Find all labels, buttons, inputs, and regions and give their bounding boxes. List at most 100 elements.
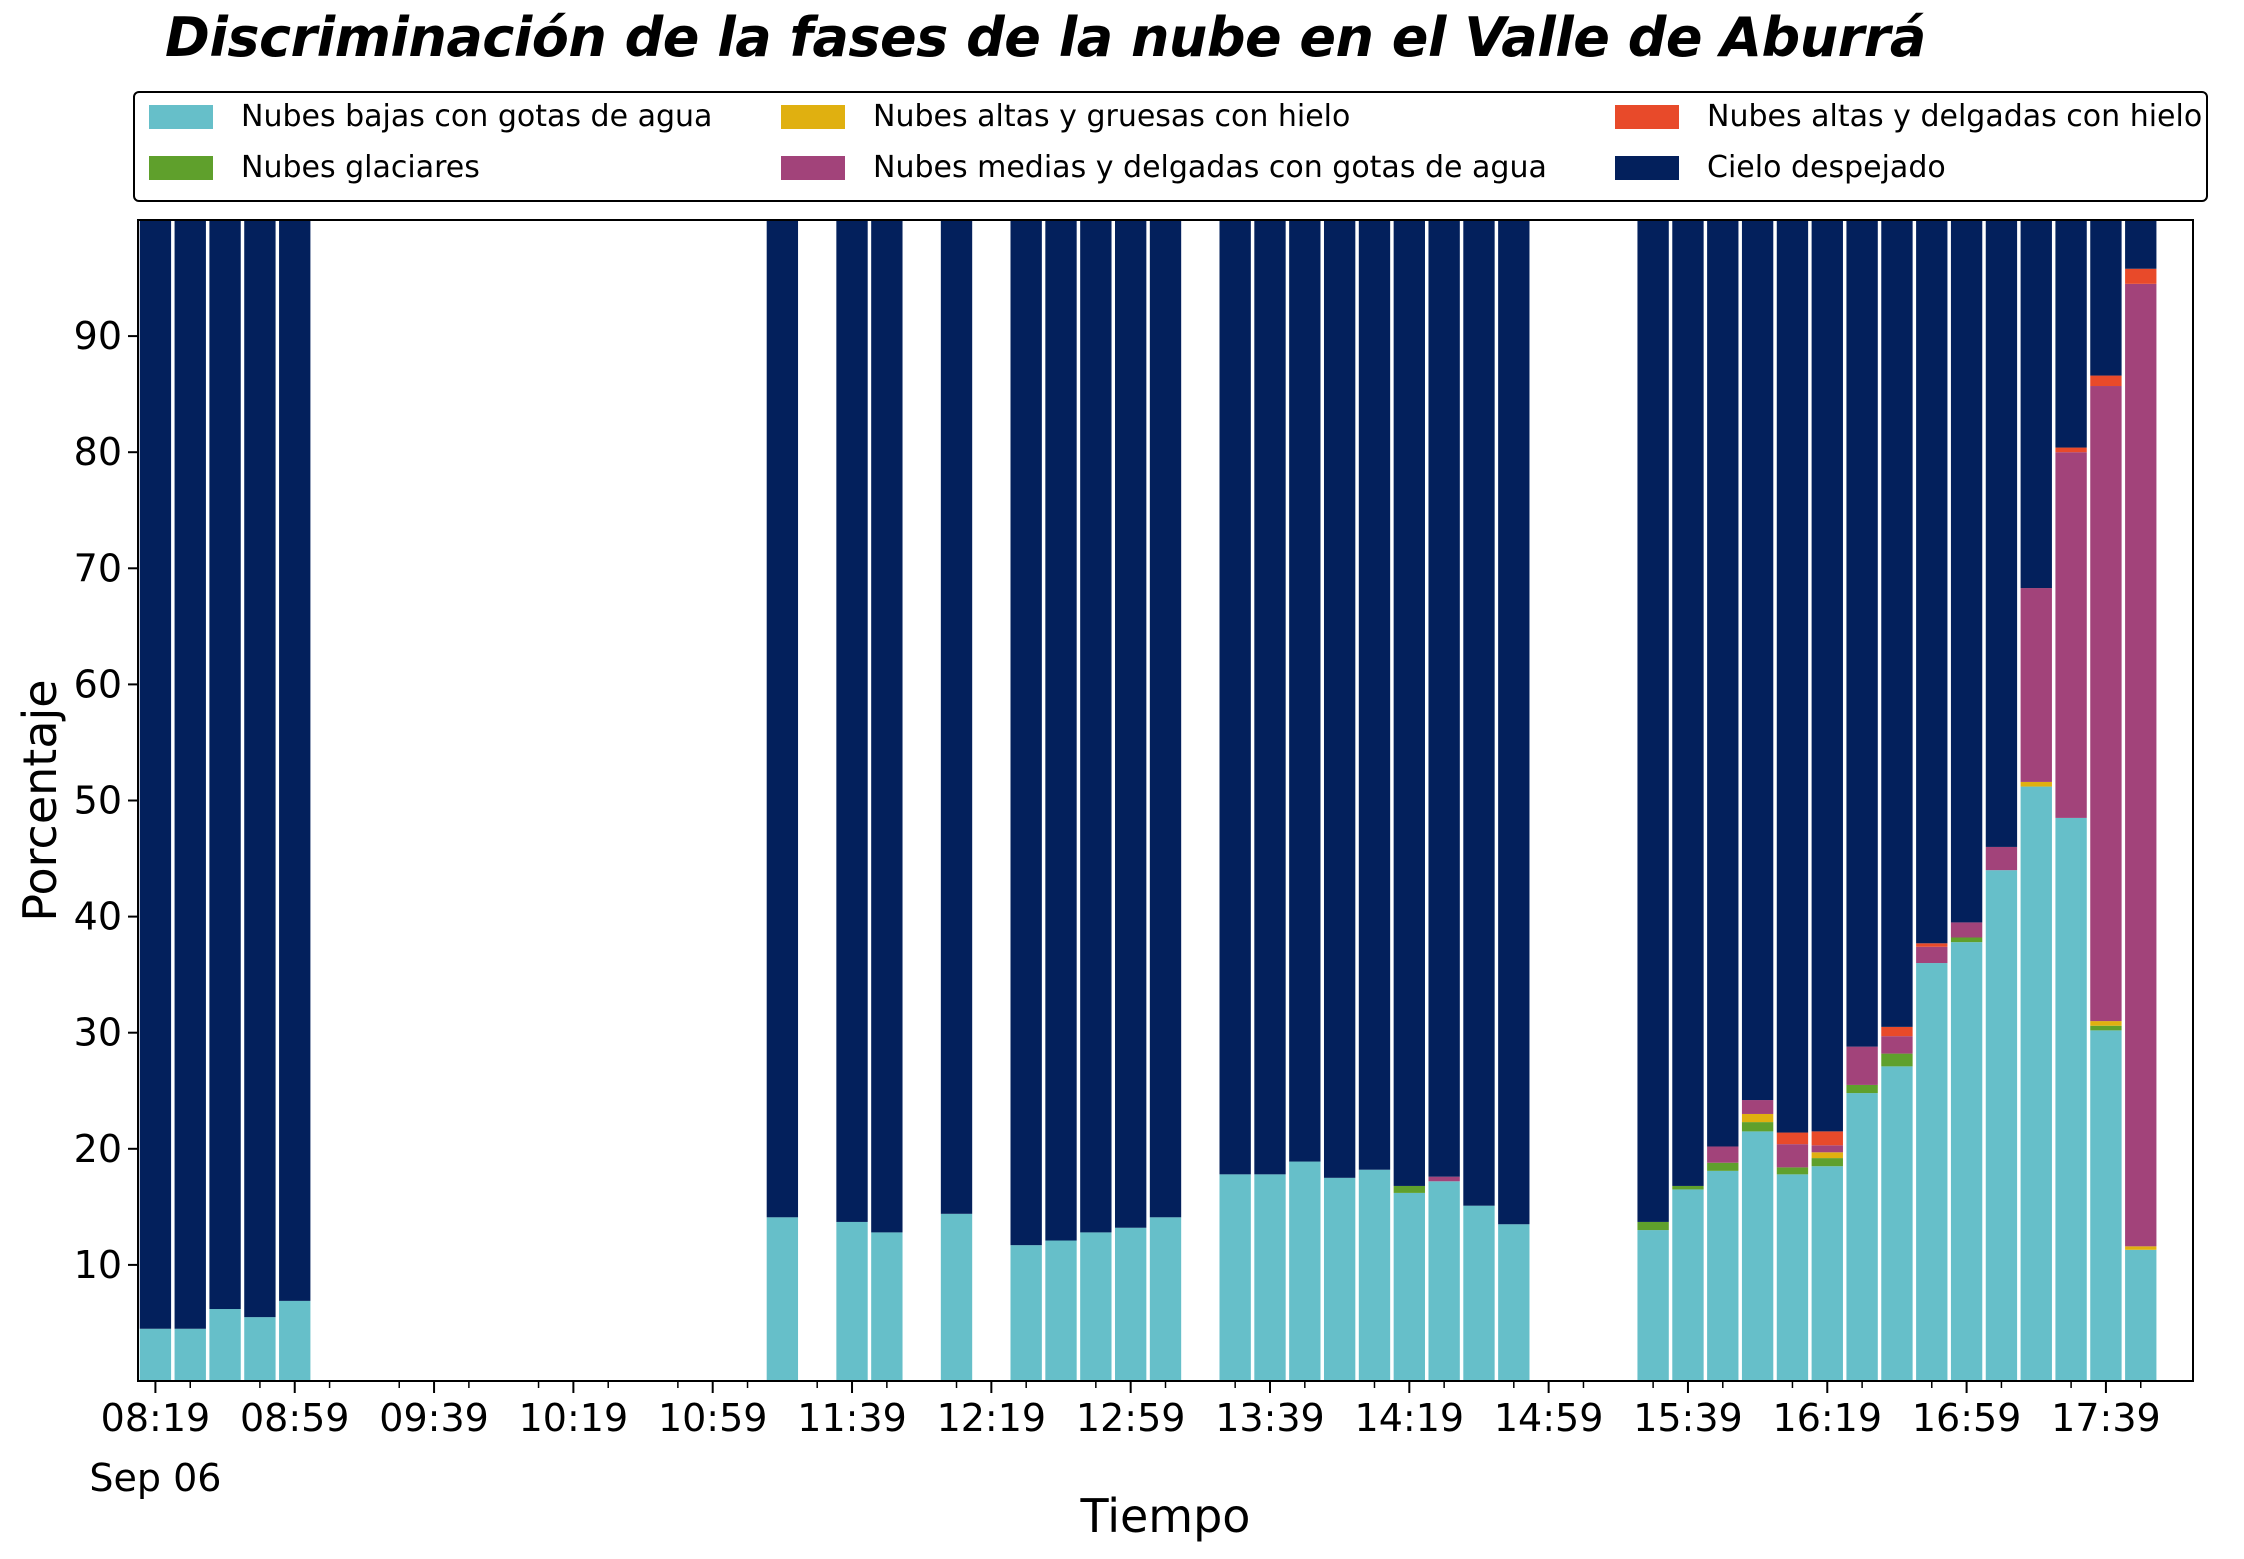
bar-segment: [1149, 1217, 1182, 1381]
bar-segment: [1463, 1205, 1495, 1381]
bar-segment: [1916, 220, 1948, 944]
bar-segment: [1811, 1145, 1843, 1153]
x-tick-label: 12:59: [1076, 1396, 1186, 1440]
bar-segment: [1846, 1093, 1878, 1381]
bar-segment: [1776, 1167, 1809, 1175]
bar-segment: [1707, 1146, 1739, 1163]
bar-segment: [2090, 1025, 2122, 1031]
legend-item: Nubes bajas con gotas de agua: [149, 99, 712, 134]
bar-segment: [1254, 1174, 1286, 1381]
x-tick-label: 14:59: [1494, 1396, 1604, 1440]
bar-segment: [1916, 946, 1948, 964]
bar-segment: [1498, 1224, 1530, 1381]
bar-segment: [940, 1213, 973, 1381]
bar-segment: [1985, 220, 2018, 847]
x-tick-label: 16:19: [1773, 1396, 1883, 1440]
chart-title: Discriminación de la fases de la nube en…: [165, 6, 1926, 69]
bar-segment: [1428, 220, 1460, 1177]
x-tick-label: 08:19: [101, 1396, 211, 1440]
legend-label: Nubes bajas con gotas de agua: [241, 99, 713, 134]
bar-segment: [1707, 1162, 1739, 1171]
bar-segment: [2125, 1249, 2157, 1381]
bar-segment: [1741, 1131, 1774, 1381]
bar-segment: [2125, 1246, 2157, 1250]
bar-segment: [1323, 220, 1356, 1178]
y-tick-label: 50: [74, 779, 122, 823]
bar-segment: [1776, 1174, 1809, 1381]
bar-segment: [1498, 220, 1530, 1225]
bar-segment: [1428, 1176, 1460, 1182]
bar-segment: [2090, 1021, 2122, 1026]
bar-segment: [1776, 1132, 1809, 1145]
legend-label: Nubes glaciares: [241, 150, 480, 185]
legend-label: Nubes medias y delgadas con gotas de agu…: [873, 150, 1547, 185]
bar-segment: [139, 1328, 172, 1381]
bar-segment: [2020, 588, 2052, 782]
x-tick-label: 13:39: [1215, 1396, 1325, 1440]
legend-swatch-nubes-altas-delgadas: [1615, 104, 1679, 129]
bar-segment: [279, 220, 311, 1301]
x-tick-label: 15:39: [1633, 1396, 1743, 1440]
bar-segment: [1045, 220, 1077, 1241]
bar-segment: [1637, 1230, 1669, 1381]
bar-segment: [1776, 1144, 1809, 1168]
bar-segment: [1916, 943, 1948, 947]
bar-segment: [1811, 1166, 1843, 1381]
bar-segment: [279, 1300, 311, 1381]
bar-segment: [1428, 1181, 1460, 1381]
bar-segment: [2055, 447, 2087, 453]
bar-segment: [871, 220, 903, 1233]
x-tick-label: 11:39: [797, 1396, 907, 1440]
bar-segment: [174, 1328, 206, 1381]
bar-segment: [1289, 220, 1321, 1162]
bars-group: [139, 220, 2157, 1381]
x-tick-label: 14:19: [1355, 1396, 1465, 1440]
bar-segment: [1741, 1113, 1774, 1123]
legend-label: Nubes altas y delgadas con hielo: [1707, 99, 2203, 134]
bar-segment: [1881, 1066, 1913, 1381]
y-tick-label: 20: [74, 1127, 122, 1171]
legend-label: Cielo despejado: [1707, 150, 1946, 185]
bar-segment: [1637, 1221, 1669, 1231]
y-tick-label: 90: [74, 314, 122, 358]
bar-segment: [1672, 220, 1704, 1186]
bar-segment: [1045, 1240, 1077, 1381]
bar-segment: [2090, 375, 2122, 387]
bar-segment: [2020, 786, 2052, 1381]
legend-item: Nubes altas y gruesas con hielo: [781, 99, 1350, 134]
bar-segment: [1010, 220, 1042, 1246]
bar-segment: [2125, 268, 2157, 284]
x-tick-label: 08:59: [240, 1396, 350, 1440]
bar-segment: [1985, 846, 2018, 871]
bar-segment: [174, 220, 206, 1329]
bar-segment: [1950, 922, 1983, 938]
bar-segment: [1916, 963, 1948, 1381]
bar-segment: [1985, 870, 2018, 1381]
y-tick-label: 40: [74, 895, 122, 939]
bar-segment: [2125, 220, 2157, 269]
bar-segment: [209, 1309, 241, 1381]
bar-segment: [2090, 386, 2122, 1022]
x-tick-label: 16:59: [1912, 1396, 2022, 1440]
bar-segment: [2055, 220, 2087, 448]
y-tick-label: 70: [74, 546, 122, 590]
bar-segment: [1846, 1084, 1878, 1094]
bar-segment: [1741, 1100, 1774, 1114]
x-tick-label: 10:19: [519, 1396, 629, 1440]
bar-segment: [1393, 1192, 1425, 1381]
bar-segment: [2020, 781, 2052, 787]
bar-segment: [1637, 220, 1669, 1222]
x-axis-label: Tiempo: [1080, 1489, 1251, 1543]
bar-segment: [1881, 220, 1913, 1027]
bar-segment: [940, 220, 973, 1214]
bar-segment: [1950, 937, 1983, 943]
bar-segment: [209, 220, 241, 1310]
legend-swatch-nubes-medias: [781, 155, 845, 180]
y-tick-label: 80: [74, 430, 122, 474]
bar-segment: [1741, 220, 1774, 1101]
legend-item: Nubes glaciares: [149, 150, 480, 185]
bar-segment: [2090, 1030, 2122, 1381]
x-tick-label: 09:39: [379, 1396, 489, 1440]
bar-segment: [1881, 1036, 1913, 1054]
x-tick-label: 17:39: [2051, 1396, 2161, 1440]
